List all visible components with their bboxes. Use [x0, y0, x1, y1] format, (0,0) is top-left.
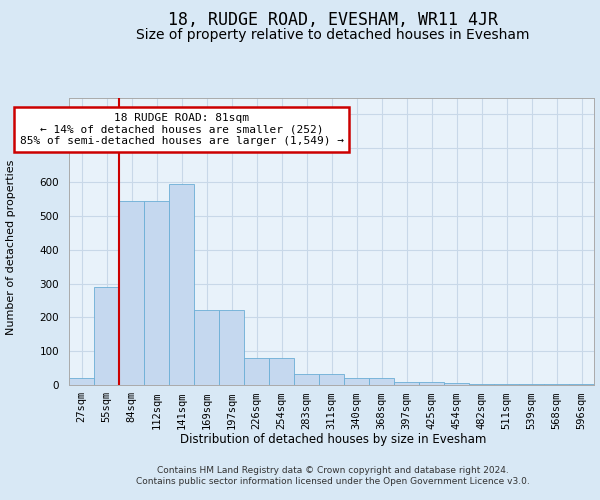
Bar — [444, 384, 469, 385]
Text: 18, RUDGE ROAD, EVESHAM, WR11 4JR: 18, RUDGE ROAD, EVESHAM, WR11 4JR — [168, 11, 498, 29]
Bar — [294, 374, 319, 385]
Bar — [244, 358, 269, 385]
Text: Size of property relative to detached houses in Evesham: Size of property relative to detached ho… — [136, 28, 530, 42]
Bar — [319, 374, 344, 385]
Bar — [194, 310, 219, 385]
Text: Contains public sector information licensed under the Open Government Licence v3: Contains public sector information licen… — [136, 478, 530, 486]
Bar — [569, 384, 594, 385]
Bar — [519, 384, 544, 385]
Bar — [344, 378, 369, 385]
Bar — [94, 287, 119, 385]
Bar — [369, 378, 394, 385]
Bar — [144, 200, 169, 385]
Bar — [469, 384, 494, 385]
Text: Contains HM Land Registry data © Crown copyright and database right 2024.: Contains HM Land Registry data © Crown c… — [157, 466, 509, 475]
Bar — [69, 378, 94, 385]
Bar — [419, 382, 444, 385]
Bar — [394, 382, 419, 385]
Bar — [269, 358, 294, 385]
Bar — [169, 184, 194, 385]
Text: Distribution of detached houses by size in Evesham: Distribution of detached houses by size … — [180, 432, 486, 446]
Bar — [494, 384, 519, 385]
Bar — [219, 310, 244, 385]
Text: 18 RUDGE ROAD: 81sqm
← 14% of detached houses are smaller (252)
85% of semi-deta: 18 RUDGE ROAD: 81sqm ← 14% of detached h… — [19, 113, 343, 146]
Bar — [544, 384, 569, 385]
Text: Number of detached properties: Number of detached properties — [6, 160, 16, 335]
Bar — [119, 202, 144, 385]
